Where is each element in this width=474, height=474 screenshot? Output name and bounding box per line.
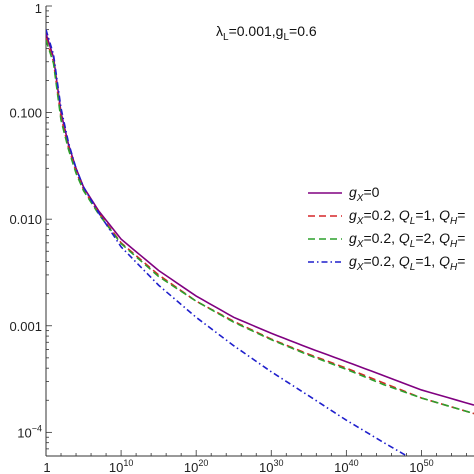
legend-label-2: gX=0.2, QL=1, QH=: [349, 207, 465, 227]
y-tick-label: 1: [35, 1, 42, 16]
plot-area: [46, 29, 474, 456]
x-tick-label: 1010: [109, 458, 133, 474]
series-line-3: [46, 39, 474, 415]
y-tick-label: 0.010: [9, 212, 42, 227]
x-tick-label: 1050: [409, 458, 433, 474]
y-tick-label: 10−4: [17, 423, 42, 440]
series-line-1: [46, 33, 474, 406]
legend-label-1: gX=0: [349, 184, 380, 204]
x-tick-label: 1030: [259, 458, 283, 474]
legend-label-4: gX=0.2, QL=1, QH=: [349, 253, 465, 273]
series-line-4: [46, 29, 409, 456]
x-tick-label: 1: [43, 460, 50, 474]
y-tick-label: 0.001: [9, 319, 42, 334]
parameter-annotation: λL=0.001,gL=0.6: [216, 23, 317, 43]
x-tick-label: 1040: [334, 458, 358, 474]
legend-label-3: gX=0.2, QL=2, QH=: [349, 230, 465, 250]
y-tick-label: 0.100: [9, 106, 42, 121]
x-tick-label: 1020: [184, 458, 208, 474]
